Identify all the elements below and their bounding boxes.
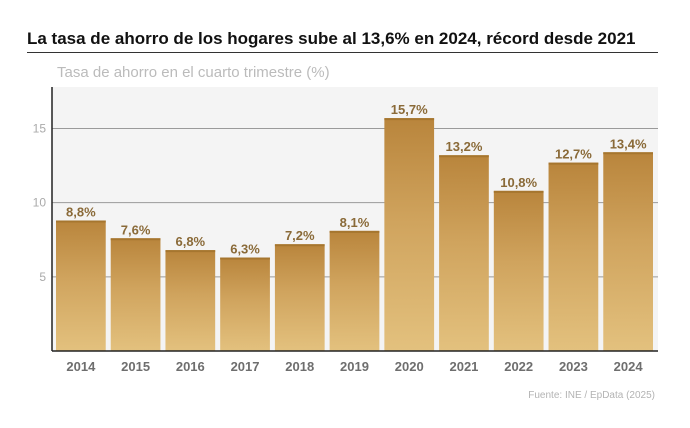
value-label-2019: 8,1%: [340, 215, 370, 230]
title-divider: [27, 52, 658, 53]
value-label-2020: 15,7%: [391, 102, 428, 117]
value-label-2021: 13,2%: [446, 139, 483, 154]
x-tick-label-2015: 2015: [121, 359, 150, 374]
bar-2016: [165, 250, 216, 351]
bar-2018: [274, 244, 325, 351]
y-tick-label: 5: [39, 270, 46, 284]
bar-2020: [384, 118, 435, 352]
bar-2021: [439, 155, 489, 351]
x-tick-label-2022: 2022: [504, 359, 533, 374]
x-tick-label-2021: 2021: [449, 359, 478, 374]
value-label-2014: 8,8%: [66, 204, 96, 219]
bar-2014: [56, 220, 106, 351]
x-tick-label-2016: 2016: [176, 359, 205, 374]
x-tick-label-2019: 2019: [340, 359, 369, 374]
bar-2022: [493, 190, 544, 351]
y-tick-label: 15: [33, 122, 47, 136]
bar-2019: [329, 230, 380, 351]
value-label-2018: 7,2%: [285, 228, 315, 243]
x-tick-label-2017: 2017: [231, 359, 260, 374]
value-label-2016: 6,8%: [175, 234, 205, 249]
value-label-2023: 12,7%: [555, 147, 592, 162]
x-tick-label-2018: 2018: [285, 359, 314, 374]
bar-2024: [603, 152, 653, 351]
x-tick-label-2014: 2014: [66, 359, 96, 374]
chart-title: La tasa de ahorro de los hogares sube al…: [27, 29, 636, 48]
x-tick-label-2024: 2024: [614, 359, 644, 374]
value-label-2022: 10,8%: [500, 175, 537, 190]
y-tick-label: 10: [33, 196, 47, 210]
value-label-2015: 7,6%: [121, 222, 151, 237]
value-label-2017: 6,3%: [230, 242, 260, 257]
bar-2023: [548, 162, 599, 351]
bar-2015: [110, 238, 161, 351]
source-note: Fuente: INE / EpData (2025): [528, 390, 655, 401]
value-label-2024: 13,4%: [610, 136, 647, 151]
bar-2017: [220, 257, 270, 351]
x-tick-label-2023: 2023: [559, 359, 588, 374]
x-tick-label-2020: 2020: [395, 359, 424, 374]
chart-subtitle: Tasa de ahorro en el cuarto trimestre (%…: [57, 64, 330, 81]
